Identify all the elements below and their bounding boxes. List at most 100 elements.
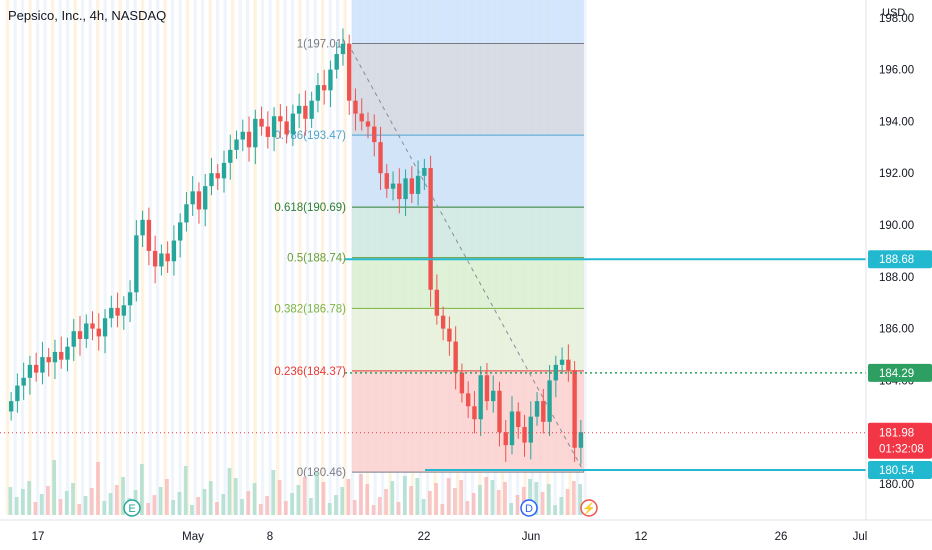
candle-body[interactable]	[491, 390, 496, 402]
candle-body[interactable]	[472, 406, 477, 420]
candle-body[interactable]	[359, 113, 364, 122]
candle-body[interactable]	[559, 359, 565, 365]
candle-body[interactable]	[340, 43, 346, 55]
candle-body[interactable]	[428, 168, 433, 290]
candle-body[interactable]	[65, 346, 70, 360]
candle-body[interactable]	[96, 328, 101, 337]
candle-body[interactable]	[46, 357, 51, 363]
support-price-badge[interactable]	[868, 363, 932, 382]
candle-body[interactable]	[534, 401, 540, 417]
currency-label[interactable]: USD	[882, 7, 906, 19]
candle-body[interactable]	[296, 105, 302, 114]
candle-body[interactable]	[321, 85, 327, 91]
candle-body[interactable]	[184, 204, 189, 223]
candle-body[interactable]	[397, 183, 402, 200]
candle-body[interactable]	[209, 173, 214, 187]
candle-body[interactable]	[378, 142, 383, 174]
candle-body[interactable]	[309, 100, 314, 119]
candle-body[interactable]	[190, 191, 195, 205]
candle-body[interactable]	[478, 375, 483, 420]
candle-body[interactable]	[177, 222, 183, 241]
candle-body[interactable]	[365, 121, 371, 127]
candle-body[interactable]	[15, 385, 20, 402]
candle-body[interactable]	[165, 253, 170, 262]
candle-body[interactable]	[77, 331, 83, 339]
candle-body[interactable]	[152, 250, 158, 267]
candle-body[interactable]	[109, 307, 114, 319]
candle-body[interactable]	[459, 372, 465, 394]
candle-body[interactable]	[290, 113, 296, 135]
candle-body[interactable]	[84, 323, 89, 339]
candle-body[interactable]	[390, 183, 396, 189]
candle-body[interactable]	[547, 380, 552, 422]
last-price-badge[interactable]	[868, 422, 932, 459]
candle-body[interactable]	[440, 315, 446, 329]
candle-body[interactable]	[27, 364, 33, 378]
split-marker[interactable]	[580, 499, 598, 517]
candle-body[interactable]	[334, 54, 339, 70]
candle-body[interactable]	[265, 126, 271, 137]
candle-body[interactable]	[328, 69, 333, 91]
candle-body[interactable]	[572, 370, 577, 448]
candle-body[interactable]	[541, 401, 546, 422]
candle-body[interactable]	[415, 175, 421, 194]
candle-body[interactable]	[196, 191, 202, 210]
candle-body[interactable]	[484, 375, 490, 402]
candle-body[interactable]	[303, 105, 308, 119]
candle-body[interactable]	[522, 427, 527, 443]
candle-body[interactable]	[21, 377, 26, 386]
candle-body[interactable]	[8, 401, 14, 412]
candle-body[interactable]	[228, 149, 233, 163]
candle-body[interactable]	[221, 162, 227, 179]
fib-trend-line[interactable]	[347, 43, 585, 473]
candle-body[interactable]	[566, 359, 571, 371]
candle-body[interactable]	[253, 118, 258, 148]
candle-body[interactable]	[528, 416, 533, 443]
candle-body[interactable]	[40, 357, 45, 373]
candle-body[interactable]	[347, 43, 352, 101]
candle-body[interactable]	[203, 186, 208, 210]
candle-body[interactable]	[234, 139, 239, 150]
candle-body[interactable]	[509, 411, 515, 446]
candle-body[interactable]	[453, 341, 458, 373]
support-price-badge[interactable]	[868, 461, 932, 480]
candle-body[interactable]	[33, 364, 39, 373]
candle-body[interactable]	[409, 178, 415, 194]
candle-body[interactable]	[403, 178, 408, 200]
candle-body[interactable]	[372, 126, 377, 143]
candle-body[interactable]	[240, 131, 245, 140]
candle-body[interactable]	[315, 85, 321, 101]
candle-body[interactable]	[271, 116, 277, 137]
candle-body[interactable]	[516, 411, 521, 428]
candle-body[interactable]	[90, 323, 95, 329]
candle-body[interactable]	[353, 100, 358, 114]
candle-body[interactable]	[115, 307, 120, 316]
candle-body[interactable]	[503, 432, 508, 446]
candle-body[interactable]	[121, 305, 127, 316]
candle-body[interactable]	[465, 393, 471, 407]
candle-body[interactable]	[447, 328, 452, 342]
candle-body[interactable]	[578, 432, 584, 448]
earnings-marker[interactable]	[123, 499, 141, 517]
candle-body[interactable]	[102, 318, 108, 337]
candle-body[interactable]	[259, 118, 264, 127]
dividend-marker[interactable]	[520, 499, 538, 517]
candle-body[interactable]	[384, 173, 389, 189]
candle-body[interactable]	[434, 289, 440, 316]
candle-body[interactable]	[146, 219, 152, 251]
candle-body[interactable]	[278, 116, 283, 122]
candle-body[interactable]	[246, 131, 252, 148]
candle-body[interactable]	[59, 351, 64, 360]
resistance-price-badge[interactable]	[868, 250, 932, 269]
candle-body[interactable]	[159, 253, 164, 267]
candle-body[interactable]	[284, 121, 289, 135]
candle-body[interactable]	[140, 219, 145, 236]
candle-body[interactable]	[171, 240, 177, 262]
candle-body[interactable]	[422, 168, 427, 176]
candle-body[interactable]	[127, 292, 133, 306]
candle-body[interactable]	[215, 173, 220, 179]
candle-body[interactable]	[497, 390, 502, 433]
candle-body[interactable]	[134, 235, 139, 293]
